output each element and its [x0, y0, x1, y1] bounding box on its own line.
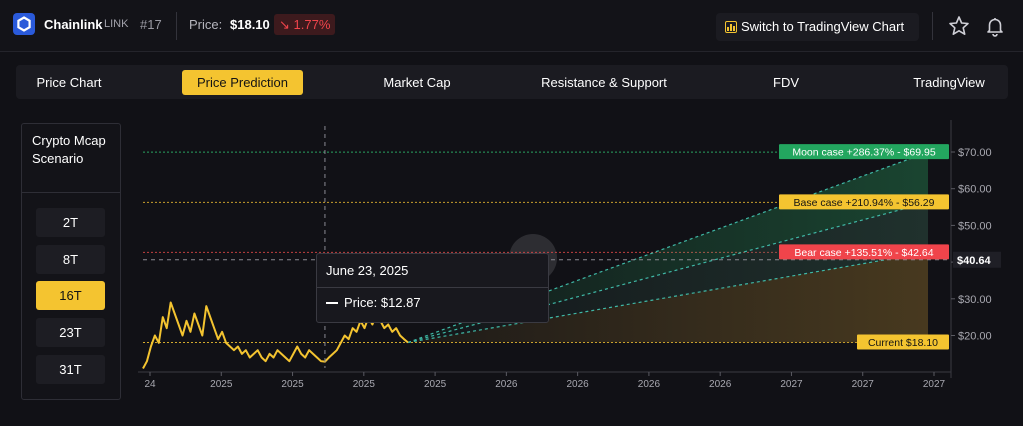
- tooltip-series-marker: [326, 302, 338, 304]
- tab-price-chart[interactable]: Price Chart: [36, 75, 102, 90]
- star-icon[interactable]: [947, 14, 971, 38]
- mcap-scenario-panel: Crypto Mcap Scenario 2T 8T 16T 23T 31T: [21, 123, 121, 400]
- y-axis-tick-label: $70.00: [958, 147, 992, 159]
- top-header: Chainlink LINK #17 Price: $18.10 ↘ 1.77%…: [0, 0, 1023, 52]
- tab-market-cap[interactable]: Market Cap: [383, 75, 451, 90]
- scenario-16t-button[interactable]: 16T: [36, 281, 105, 310]
- mcap-scenario-title: Crypto Mcap Scenario: [32, 133, 106, 166]
- tooltip-date: June 23, 2025: [326, 263, 409, 278]
- tooltip-price: Price: $12.87: [344, 295, 421, 310]
- price-change-badge: ↘ 1.77%: [274, 14, 336, 35]
- scenario-8t-button[interactable]: 8T: [36, 245, 105, 274]
- panel-divider: [22, 192, 120, 193]
- scenario-23t-button[interactable]: 23T: [36, 318, 105, 347]
- tab-price-prediction[interactable]: Price Prediction: [182, 70, 303, 95]
- base-case-label: Base case +210.94% - $56.29: [794, 197, 935, 209]
- y-axis-tick-label: $30.00: [958, 294, 992, 306]
- x-axis-tick-label: 2027: [852, 379, 875, 390]
- tooltip-divider: [317, 287, 548, 288]
- y-axis-tick-label: $50.00: [958, 220, 992, 232]
- chart-tooltip: June 23, 2025 Price: $12.87: [316, 253, 549, 323]
- current-label: Current $18.10: [868, 337, 938, 349]
- chart-icon: [725, 21, 737, 33]
- tab-resistance-support[interactable]: Resistance & Support: [541, 75, 667, 90]
- arrow-down-right-icon: ↘: [279, 17, 290, 32]
- x-axis-tick-label: 2025: [424, 379, 447, 390]
- x-axis-tick-label: 24: [144, 379, 156, 390]
- price-label: Price:: [189, 17, 223, 32]
- x-axis-tick-label: 2025: [210, 379, 233, 390]
- scenario-2t-button[interactable]: 2T: [36, 208, 105, 237]
- price-history-line: [142, 301, 409, 370]
- y-axis-tick-label: $20.00: [958, 331, 992, 343]
- coin-name: Chainlink: [44, 17, 103, 32]
- header-divider: [176, 12, 177, 40]
- moon-case-label-box: [779, 144, 949, 160]
- header-divider: [932, 12, 933, 40]
- base-case-label-box: [779, 194, 949, 210]
- x-axis-tick-label: 2025: [353, 379, 376, 390]
- bear-case-label: Bear case +135.51% - $42.64: [794, 247, 933, 259]
- coin-ticker: LINK: [104, 18, 129, 30]
- tab-fdv[interactable]: FDV: [773, 75, 799, 90]
- bell-icon[interactable]: [983, 14, 1007, 38]
- moon-case-label: Moon case +286.37% - $69.95: [792, 147, 935, 159]
- crosshair-value-label: $40.64: [957, 255, 992, 267]
- x-axis-tick-label: 2026: [495, 379, 518, 390]
- scenario-31t-button[interactable]: 31T: [36, 355, 105, 384]
- x-axis-tick-label: 2026: [638, 379, 661, 390]
- crosshair-value-box: [953, 251, 1001, 268]
- x-axis-tick-label: 2025: [281, 379, 304, 390]
- x-axis-tick-label: 2027: [923, 379, 946, 390]
- x-axis-tick-label: 2027: [780, 379, 803, 390]
- switch-tradingview-label: Switch to TradingView Chart: [741, 19, 905, 34]
- bear-case-projection-line: [407, 251, 929, 344]
- x-axis-tick-label: 2026: [567, 379, 590, 390]
- price-value: $18.10: [230, 17, 270, 32]
- price-change-value: 1.77%: [293, 17, 331, 32]
- coin-rank: #17: [140, 17, 162, 32]
- switch-tradingview-button[interactable]: Switch to TradingView Chart: [716, 13, 919, 41]
- chainlink-logo-icon: [13, 13, 35, 35]
- tab-tradingview[interactable]: TradingView: [913, 75, 985, 90]
- current-label-box: [857, 334, 949, 350]
- bear-case-label-box: [779, 244, 949, 260]
- x-axis-tick-label: 2026: [709, 379, 732, 390]
- y-axis-tick-label: $60.00: [958, 184, 992, 196]
- price-prediction-chart[interactable]: $20.00$30.00$40.00$50.00$60.00$70.00$40.…: [138, 120, 1018, 400]
- chart-tab-bar: Price Chart Price Prediction Market Cap …: [16, 65, 1008, 99]
